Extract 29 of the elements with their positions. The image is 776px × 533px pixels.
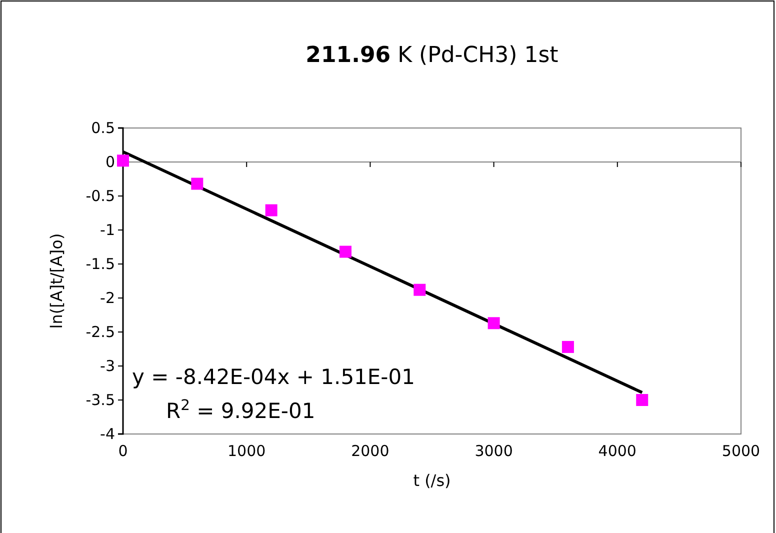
y-tick-label: 0.5: [91, 118, 115, 137]
annotation: y = -8.42E-04x + 1.51E-01: [132, 365, 415, 389]
point: [488, 317, 500, 330]
x-tick-label: 2000: [351, 442, 390, 460]
annotation: R$^{2}$ = 9.92E-01: [166, 396, 316, 423]
y-tick-label: -1: [100, 220, 115, 239]
y-tick-label: -2: [100, 288, 115, 307]
x-axis-title: t (/s): [413, 471, 451, 490]
point: [191, 178, 204, 190]
y-tick-label: -3.5: [86, 390, 115, 409]
point: [265, 204, 278, 216]
chart-title: 211.96 K (Pd-CH3) 1st: [306, 43, 559, 68]
y-tick-label: -0.5: [86, 186, 115, 205]
y-tick-label: -4: [100, 424, 115, 443]
x-tick-label: 4000: [598, 442, 636, 460]
x-tick-label: 3000: [474, 442, 513, 460]
point: [414, 284, 426, 296]
x-tick-label: 5000: [722, 442, 760, 460]
y-tick-label: -2.5: [86, 322, 115, 341]
x-tick-label: 1000: [228, 442, 266, 460]
point: [562, 340, 574, 353]
point: [117, 154, 129, 167]
x-tick-label: 0: [118, 442, 128, 460]
point: [339, 246, 352, 258]
y-axis-title: ln([A]t/[A]o): [47, 233, 66, 329]
y-tick-label: -3: [100, 356, 115, 375]
point: [636, 394, 648, 406]
y-tick-label: 0: [105, 152, 115, 171]
y-tick-label: -1.5: [86, 254, 115, 273]
